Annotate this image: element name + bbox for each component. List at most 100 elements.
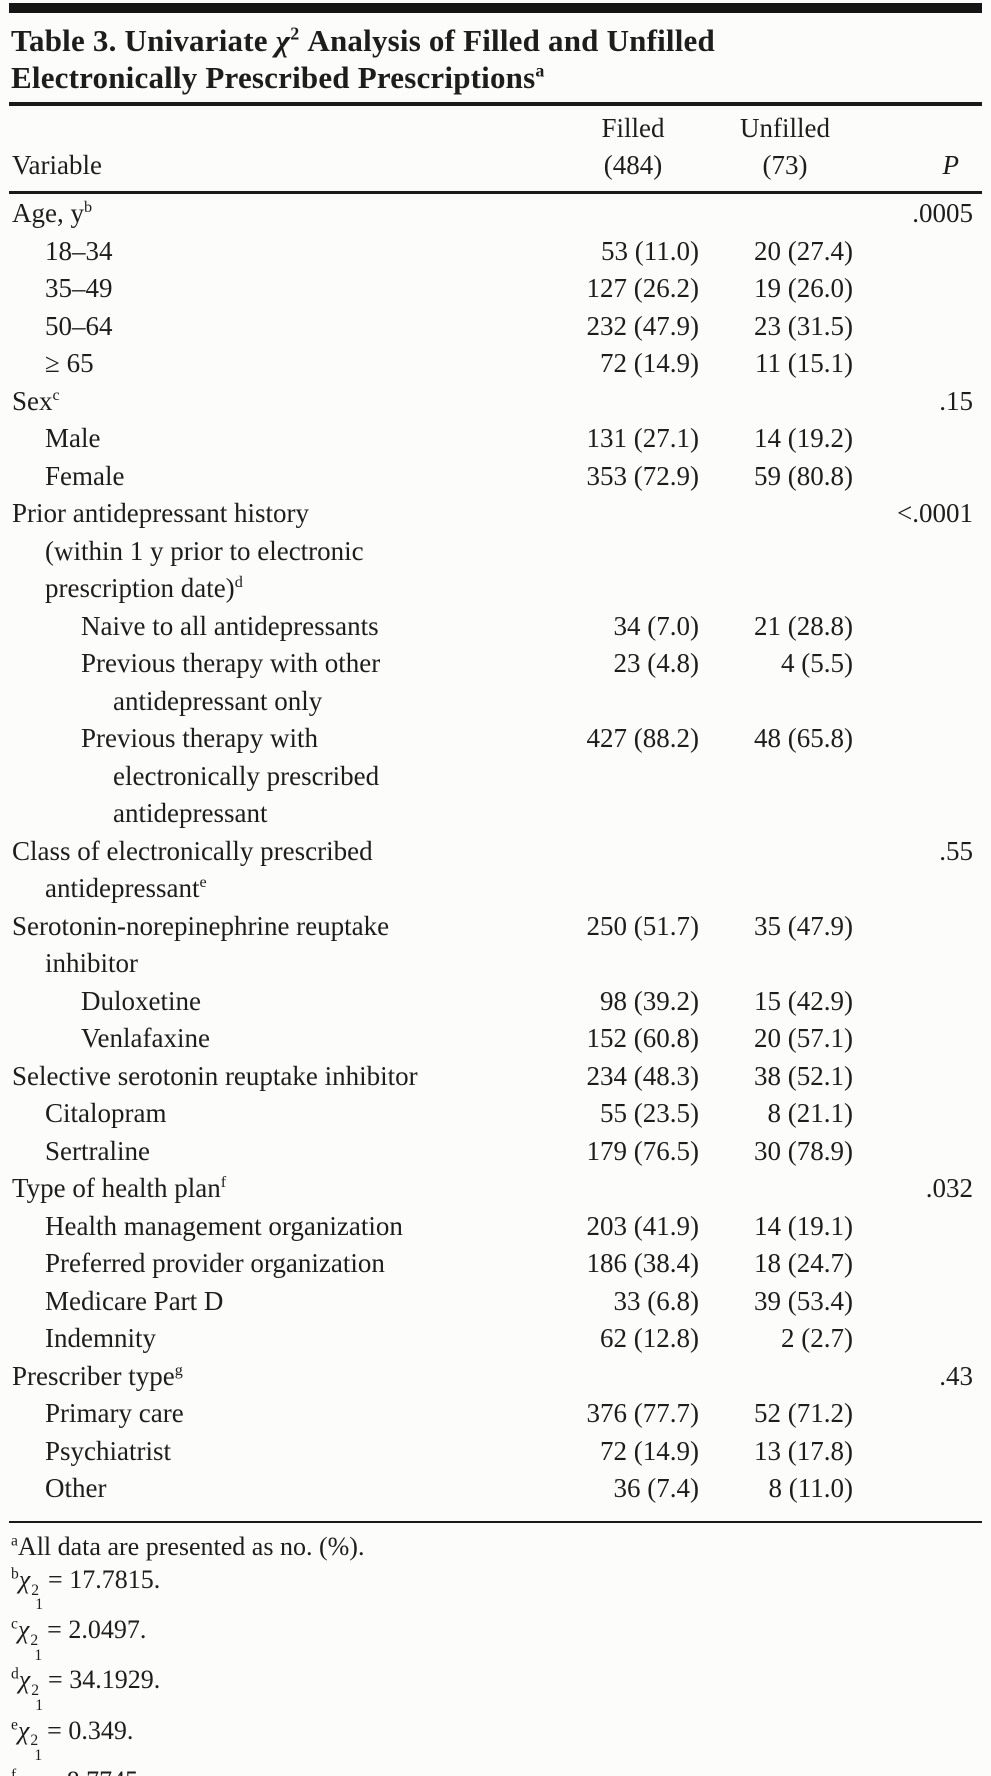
unfilled-value-cell: 38 (52.1) <box>754 1060 853 1091</box>
footnote-marker: e <box>11 1715 18 1733</box>
filled-value-cell: 36 (7.4) <box>613 1473 699 1503</box>
footnotes-section: aAll data are presented as no. (%). bχ 2 1 =… <box>11 1530 979 1776</box>
unfilled-value-cell: 13 (17.8) <box>754 1435 853 1466</box>
table-row: Duloxetine 98 (39.2) 15 (42.9) <box>10 983 981 1021</box>
row-label-line: Health management organization <box>45 1210 403 1241</box>
table-row: Indemnity 62 (12.8) 2 (2.7) <box>10 1320 981 1358</box>
chi-symbol: χ <box>18 1565 31 1594</box>
table-title-line-1: Table 3. Univariate χ2 Analysis of Fille… <box>11 22 977 59</box>
row-label: Previous therapy with electronically pres… <box>10 720 559 833</box>
footnote: dχ 2 1 = 34.1929. <box>11 1663 979 1713</box>
title-footnote-marker: a <box>535 60 545 81</box>
unfilled-value-cell: 20 (27.4) <box>754 235 853 266</box>
row-label-line: Medicare Part D <box>45 1285 224 1316</box>
unfilled-value-cell: 21 (28.8) <box>754 610 853 641</box>
filled-value-cell: 33 (6.8) <box>613 1285 699 1316</box>
table-row: Type of health planf .032 <box>10 1170 981 1208</box>
footnote-marker: f <box>11 1766 17 1776</box>
row-label-line: Naive to all antidepressants <box>81 610 379 641</box>
footnote-marker: d <box>234 573 243 591</box>
filled-value-cell: 353 (72.9) <box>586 460 699 491</box>
filled-value-cell: 55 (23.5) <box>600 1098 699 1128</box>
title-text-part2: Analysis of Filled and Unfilled <box>299 23 715 58</box>
footnote-marker: e <box>199 873 207 891</box>
table-row: ≥ 65 72 (14.9) 11 (15.1) <box>10 345 981 383</box>
row-label: Primary care <box>10 1395 559 1433</box>
row-label-line: Sertraline <box>45 1135 150 1166</box>
footnote: eχ 2 1 = 0.349. <box>11 1714 979 1764</box>
unfilled-value-cell: 59 (80.8) <box>754 460 853 491</box>
table-row: Female 353 (72.9) 59 (80.8) <box>10 458 981 496</box>
filled-value-cell: 186 (38.4) <box>586 1248 699 1278</box>
chi-subscript: 1 <box>35 1696 44 1714</box>
chi-exponent: 2 <box>30 1732 39 1750</box>
unfilled-value-cell: 2 (2.7) <box>781 1323 853 1353</box>
row-label-line: Indemnity <box>45 1323 156 1353</box>
footnote-text: = 2.0497. <box>47 1615 147 1645</box>
row-label-line: antidepressant <box>113 798 268 828</box>
row-label: Class of electronically prescribed antide… <box>10 833 559 908</box>
unfilled-value-cell: 39 (53.4) <box>754 1285 853 1316</box>
footnote-marker: g <box>174 1360 183 1379</box>
row-label-line: Primary care <box>45 1398 184 1428</box>
chi-exponent: 2 <box>31 1681 40 1699</box>
table-row: Previous therapy with other antidepressan… <box>10 645 981 720</box>
filled-value-cell: 232 (47.9) <box>586 310 699 341</box>
row-label: Sexc <box>10 383 559 421</box>
row-label-line: Previous therapy with other <box>81 648 381 678</box>
table-row: Primary care 376 (77.7) 52 (71.2) <box>10 1395 981 1433</box>
table-row: Male 131 (27.1) 14 (19.2) <box>10 420 981 458</box>
row-label-line: prescription date)d <box>45 573 243 603</box>
unfilled-value-cell: 23 (31.5) <box>754 310 853 341</box>
footnote-marker: d <box>11 1665 19 1683</box>
row-label: Prescriber typeg <box>10 1358 559 1396</box>
row-label-line: Prescriber typeg <box>12 1360 183 1391</box>
table-row: Citalopram 55 (23.5) 8 (21.1) <box>10 1095 981 1133</box>
row-label-line: ≥ 65 <box>45 348 94 378</box>
table-row: Sertraline 179 (76.5) 30 (78.9) <box>10 1133 981 1171</box>
table-row: Venlafaxine 152 (60.8) 20 (57.1) <box>10 1020 981 1058</box>
row-label-line: Duloxetine <box>81 985 201 1016</box>
table-row: Other 36 (7.4) 8 (11.0) <box>10 1470 981 1508</box>
row-label: Previous therapy with other antidepressan… <box>10 645 559 720</box>
unfilled-value-cell: 11 (15.1) <box>755 348 853 378</box>
table-row: 50–64 232 (47.9) 23 (31.5) <box>10 308 981 346</box>
row-label-line: Age, yb <box>12 198 93 228</box>
p-value-cell: .15 <box>939 385 973 416</box>
table-body: Age, yb .0005 18–34 53 (11.0) 20 (27.4) 35–49… <box>10 195 981 1508</box>
row-label: Sertraline <box>10 1133 559 1171</box>
chi-symbol: χ <box>16 1766 27 1776</box>
chi-exponent: 2 <box>30 1631 39 1649</box>
filled-value-cell: 127 (26.2) <box>586 273 699 303</box>
row-label: 18–34 <box>10 233 559 271</box>
row-label: Prior antidepressant history (within 1 y … <box>10 495 559 608</box>
table-row: Prior antidepressant history (within 1 y … <box>10 495 981 608</box>
table-title-line-2: Electronically Prescribed Prescriptionsa <box>11 59 977 96</box>
unfilled-value-cell: 8 (11.0) <box>768 1473 853 1503</box>
footnote: cχ 2 1 = 2.0497. <box>11 1613 979 1663</box>
row-label: Duloxetine <box>10 983 559 1021</box>
column-header-unfilled: Unfilled (73) <box>707 110 863 184</box>
row-label: Indemnity <box>10 1320 559 1358</box>
row-label-line: Psychiatrist <box>45 1435 171 1466</box>
row-label-line: Previous therapy with <box>81 723 318 753</box>
column-header-unfilled-n: (73) <box>762 150 808 180</box>
unfilled-value-cell: 4 (5.5) <box>781 648 853 678</box>
row-label-line: Prior antidepressant history <box>12 498 309 528</box>
table-row: Class of electronically prescribed antide… <box>10 833 981 908</box>
filled-value-cell: 98 (39.2) <box>600 985 699 1016</box>
row-label: ≥ 65 <box>10 345 559 383</box>
filled-value-cell: 250 (51.7) <box>586 910 699 941</box>
unfilled-value-cell: 35 (47.9) <box>754 910 853 941</box>
filled-value-cell: 72 (14.9) <box>600 348 699 378</box>
filled-value-cell: 427 (88.2) <box>586 723 699 753</box>
row-label: 35–49 <box>10 270 559 308</box>
row-label-line: Venlafaxine <box>81 1023 210 1053</box>
row-label: 50–64 <box>10 308 559 346</box>
row-label: Venlafaxine <box>10 1020 559 1058</box>
row-label: Other <box>10 1470 559 1508</box>
